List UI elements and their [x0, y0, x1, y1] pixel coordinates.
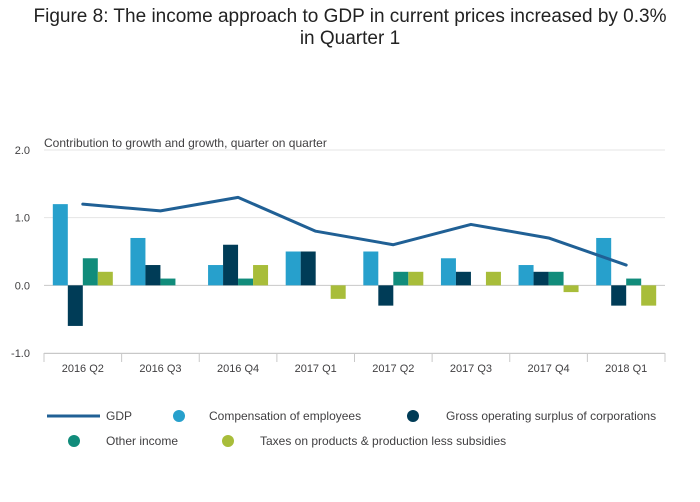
bar-other-income-2016-q4: [238, 278, 254, 286]
bar-compensation-of-employees-2017-q3: [440, 258, 456, 286]
legend-swatch-gross-operating-surplus-of-corporations: [407, 410, 419, 422]
bar-taxes-on-products-production-less-subsidies-2017-q4: [563, 285, 579, 293]
bar-other-income-2017-q4: [548, 271, 564, 286]
bar-other-income-2018-q1: [626, 278, 642, 286]
bar-taxes-on-products-production-less-subsidies-2018-q1: [641, 285, 657, 306]
bar-other-income-2016-q2: [82, 258, 98, 286]
bar-taxes-on-products-production-less-subsidies-2016-q2: [97, 271, 113, 286]
bar-compensation-of-employees-2016-q2: [52, 204, 68, 286]
bar-taxes-on-products-production-less-subsidies-2017-q1: [330, 285, 346, 299]
bar-gross-operating-surplus-of-corporations-2017-q3: [455, 271, 471, 286]
bar-compensation-of-employees-2017-q1: [285, 251, 301, 286]
legend-label-compensation-of-employees: Compensation of employees: [209, 409, 361, 423]
bar-gross-operating-surplus-of-corporations-2017-q4: [533, 271, 549, 286]
bar-gross-operating-surplus-of-corporations-2016-q2: [67, 285, 83, 326]
legend-swatch-taxes-on-products-production-less-subsidies: [222, 435, 234, 447]
bar-compensation-of-employees-2017-q2: [363, 251, 379, 286]
x-tick-label: 2017 Q3: [450, 363, 492, 375]
bar-gross-operating-surplus-of-corporations-2018-q1: [611, 285, 627, 306]
bar-compensation-of-employees-2016-q4: [208, 265, 224, 286]
x-tick-label: 2016 Q4: [217, 363, 259, 375]
bar-compensation-of-employees-2016-q3: [130, 237, 146, 286]
x-tick-label: 2017 Q2: [372, 363, 414, 375]
x-tick-label: 2016 Q2: [62, 363, 104, 375]
y-tick-label: 1.0: [15, 213, 30, 225]
bar-gross-operating-surplus-of-corporations-2016-q4: [223, 244, 239, 286]
legend-swatch-compensation-of-employees: [173, 410, 185, 422]
chart-title-line-1: Figure 8: The income approach to GDP in …: [33, 6, 667, 27]
bar-other-income-2016-q3: [160, 278, 176, 286]
chart-title: Figure 8: The income approach to GDP in …: [0, 6, 700, 50]
legend-label-other-income: Other income: [106, 434, 178, 448]
bar-other-income-2017-q2: [393, 271, 409, 286]
legend-gdp-label: GDP: [106, 409, 132, 423]
x-axis: 2016 Q2 2016 Q3 2016 Q4 2017 Q1 2017 Q2 2017 …: [43, 353, 666, 375]
bars: [52, 204, 657, 326]
y-tick-label: -1.0: [11, 348, 30, 360]
y-axis: 2.0 1.0 0.0 -1.0: [11, 145, 30, 360]
gdp-line: [81, 195, 628, 267]
bar-taxes-on-products-production-less-subsidies-2017-q2: [408, 271, 424, 286]
legend: GDP Compensation of employees Gross operat…: [47, 409, 656, 448]
x-tick-label: 2016 Q3: [139, 363, 181, 375]
bar-compensation-of-employees-2017-q4: [518, 265, 534, 286]
legend-swatch-other-income: [68, 435, 80, 447]
legend-label-taxes-on-products-production-less-subsidies: Taxes on products & production less subs…: [260, 434, 506, 448]
gdp-line-layer: [81, 195, 628, 267]
y-tick-label: 0.0: [15, 280, 30, 292]
y-axis-label: Contribution to growth and growth, quart…: [44, 136, 327, 150]
bar-compensation-of-employees-2018-q1: [596, 237, 612, 286]
legend-label-gross-operating-surplus-of-corporations: Gross operating surplus of corporations: [446, 409, 656, 423]
bar-taxes-on-products-production-less-subsidies-2016-q4: [253, 265, 269, 286]
bar-gross-operating-surplus-of-corporations-2017-q1: [300, 251, 316, 286]
bar-gross-operating-surplus-of-corporations-2016-q3: [145, 265, 161, 286]
bar-taxes-on-products-production-less-subsidies-2017-q3: [485, 271, 501, 286]
x-tick-label: 2017 Q4: [527, 363, 569, 375]
x-tick-label: 2018 Q1: [605, 363, 647, 375]
y-tick-label: 2.0: [15, 145, 30, 157]
chart-title-line-2: in Quarter 1: [299, 28, 401, 49]
bar-gross-operating-surplus-of-corporations-2017-q2: [378, 285, 394, 306]
x-tick-label: 2017 Q1: [295, 363, 337, 375]
